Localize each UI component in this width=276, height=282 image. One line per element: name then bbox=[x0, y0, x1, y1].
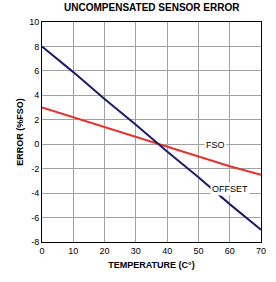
svg-text:8: 8 bbox=[34, 42, 39, 52]
svg-text:TEMPERATURE (C°): TEMPERATURE (C°) bbox=[108, 260, 194, 270]
svg-text:10: 10 bbox=[68, 246, 78, 256]
svg-text:-8: -8 bbox=[31, 237, 39, 247]
svg-text:ERROR (%FSO): ERROR (%FSO) bbox=[15, 98, 25, 166]
svg-text:-6: -6 bbox=[31, 213, 39, 223]
svg-text:2: 2 bbox=[34, 115, 39, 125]
svg-text:40: 40 bbox=[162, 246, 172, 256]
svg-text:50: 50 bbox=[193, 246, 203, 256]
svg-text:0: 0 bbox=[39, 246, 44, 256]
svg-text:30: 30 bbox=[131, 246, 141, 256]
svg-text:UNCOMPENSATED SENSOR ERROR: UNCOMPENSATED SENSOR ERROR bbox=[64, 2, 240, 13]
svg-text:0: 0 bbox=[34, 139, 39, 149]
svg-text:6: 6 bbox=[34, 66, 39, 76]
svg-text:FSO: FSO bbox=[206, 140, 225, 150]
svg-text:70: 70 bbox=[256, 246, 266, 256]
svg-text:10: 10 bbox=[29, 17, 39, 27]
svg-text:OFFSET: OFFSET bbox=[212, 184, 248, 194]
svg-text:60: 60 bbox=[225, 246, 235, 256]
svg-text:-2: -2 bbox=[31, 164, 39, 174]
svg-text:-4: -4 bbox=[31, 188, 39, 198]
svg-text:20: 20 bbox=[100, 246, 110, 256]
svg-text:4: 4 bbox=[34, 90, 39, 100]
